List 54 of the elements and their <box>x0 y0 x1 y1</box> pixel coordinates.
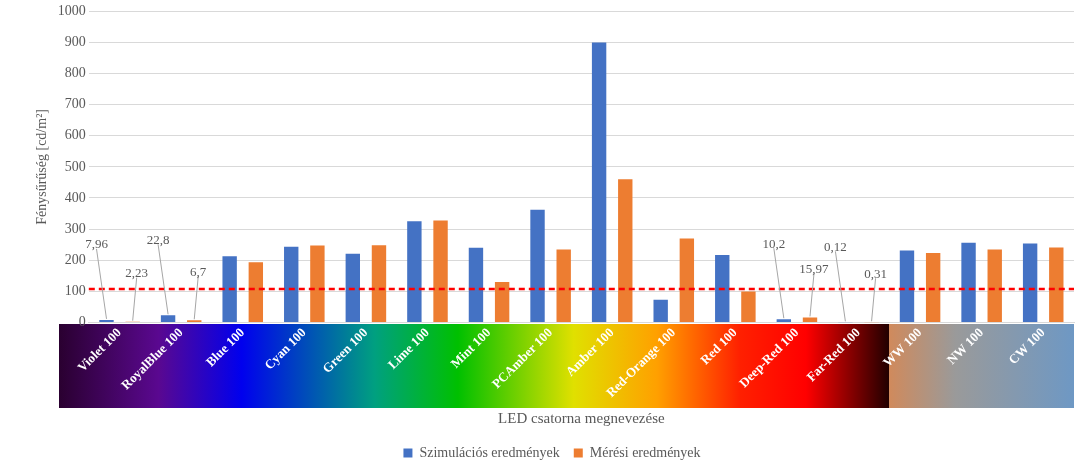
bar <box>741 291 756 322</box>
bar <box>530 209 545 322</box>
data-label: 15,97 <box>799 260 830 276</box>
bar <box>653 299 668 322</box>
bar <box>591 42 607 322</box>
bar <box>1022 243 1038 322</box>
data-label: 6,7 <box>190 263 207 279</box>
y-tick-label: 600 <box>64 127 86 143</box>
y-tick-label: 800 <box>64 65 86 81</box>
x-tick-label: Blue 100 <box>202 324 248 370</box>
bar <box>371 245 387 322</box>
bar <box>961 242 976 322</box>
bar <box>248 262 264 322</box>
y-tick-label: 400 <box>64 189 86 205</box>
bar <box>899 250 915 322</box>
y-tick-label: 700 <box>64 96 86 112</box>
bar <box>1049 247 1064 322</box>
y-tick-label: 1000 <box>57 3 86 19</box>
bar <box>310 245 325 322</box>
legend-label: Szimulációs eredmények <box>419 444 560 460</box>
bar <box>222 256 237 322</box>
bar <box>407 221 422 322</box>
y-tick-label: 100 <box>64 282 86 298</box>
bar <box>679 238 695 322</box>
bar <box>345 253 360 322</box>
bar <box>776 319 792 322</box>
bar <box>494 281 510 322</box>
bar <box>925 253 941 322</box>
bar <box>556 249 571 322</box>
bar <box>802 317 818 322</box>
bar <box>433 220 448 322</box>
bar <box>468 247 484 322</box>
data-label: 10,2 <box>762 235 786 251</box>
legend-label: Mérési eredmények <box>589 444 701 460</box>
x-tick-label: NW 100 <box>943 324 987 368</box>
data-label: 0,12 <box>824 238 847 254</box>
y-tick-label: 300 <box>64 220 86 236</box>
bar <box>987 249 1002 322</box>
data-label: 7,96 <box>85 236 109 252</box>
bar <box>160 315 176 322</box>
x-tick-label: Red 100 <box>697 324 740 368</box>
x-tick-label: WW 100 <box>879 324 925 370</box>
x-tick-label: CW 100 <box>1005 324 1048 368</box>
x-axis-title: LED csatorna megnevezése <box>498 409 666 426</box>
y-tick-label: 900 <box>64 34 86 50</box>
y-axis-title: Fénysűrűség [cd/m²] <box>34 108 50 225</box>
data-label: 0,31 <box>864 265 887 281</box>
bar <box>715 254 730 322</box>
data-label: 2,23 <box>125 265 149 281</box>
y-tick-label: 500 <box>64 158 86 174</box>
data-label: 22,8 <box>146 231 170 247</box>
y-tick-label: 200 <box>64 251 86 267</box>
bar <box>284 246 299 322</box>
bar <box>618 179 633 322</box>
